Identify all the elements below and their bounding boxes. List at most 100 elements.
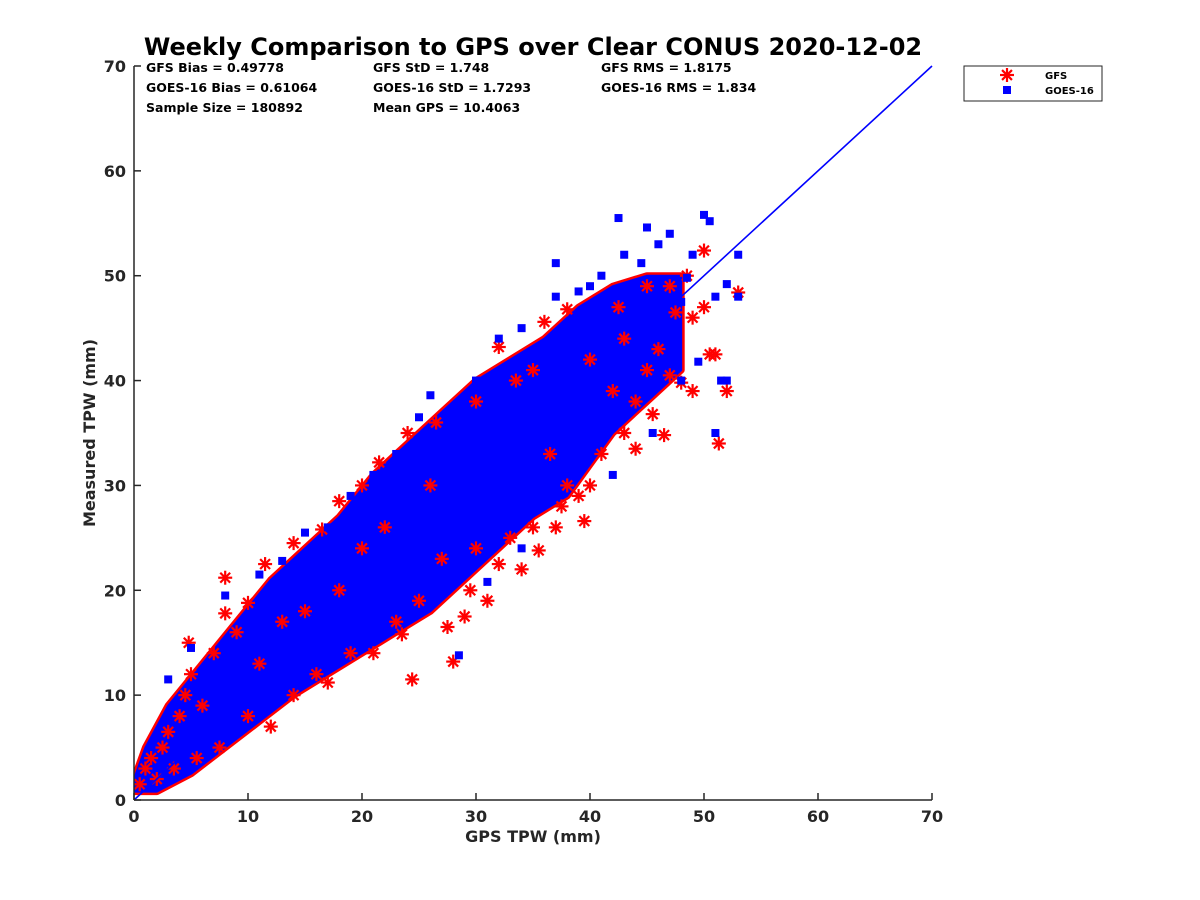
goes-16-point: [694, 357, 703, 366]
goes-16-point: [164, 675, 173, 684]
gfs-point: [719, 384, 734, 399]
goes-16-point: [717, 376, 726, 385]
x-tick-label: 0: [128, 807, 139, 826]
stat-gfs-std: GFS StD = 1.748: [373, 60, 489, 75]
y-tick-label: 20: [104, 581, 126, 600]
y-tick-label: 50: [104, 267, 126, 286]
gfs-point: [389, 614, 404, 629]
y-tick-label: 30: [104, 476, 126, 495]
goes-16-point: [700, 210, 708, 219]
goes-16-point: [534, 381, 543, 390]
goes-16-point: [660, 355, 669, 364]
goes-16-point: [574, 287, 583, 296]
gfs-point: [155, 740, 170, 755]
gfs-point: [161, 724, 176, 739]
goes-16-point: [682, 273, 691, 282]
goes-16-point: [677, 297, 686, 306]
gfs-point: [400, 426, 415, 440]
goes-16-point: [517, 324, 526, 333]
gfs-point: [560, 478, 575, 493]
gfs-point: [617, 331, 632, 346]
goes-16-point: [625, 371, 634, 380]
goes-16-point: [449, 408, 458, 417]
gfs-point: [662, 368, 677, 383]
gfs-point: [645, 407, 660, 422]
goes-16-point: [705, 217, 714, 226]
stat-sample-size: Sample Size = 180892: [146, 100, 303, 115]
chart-title: Weekly Comparison to GPS over Clear CONU…: [144, 33, 922, 61]
goes-16-point: [551, 259, 560, 268]
goes-16-point: [620, 250, 629, 259]
gfs-point: [320, 675, 335, 690]
gfs-point: [697, 300, 711, 315]
legend: GFS GOES-16: [963, 65, 1103, 102]
x-tick-label: 20: [351, 807, 373, 826]
goes-16-point: [711, 292, 720, 301]
goes-16-point: [608, 470, 617, 479]
gfs-point: [343, 646, 358, 661]
gfs-point: [372, 455, 387, 470]
gfs-point: [405, 672, 420, 687]
goes-16-point: [540, 355, 549, 364]
y-tick-label: 10: [104, 686, 126, 705]
goes-16-point: [734, 292, 743, 301]
goes-16-point: [671, 292, 680, 301]
gfs-point: [463, 583, 478, 598]
goes-16-point: [392, 449, 401, 458]
goes-16-point: [483, 429, 492, 437]
gfs-point: [252, 656, 267, 671]
gfs-point: [469, 541, 483, 556]
gfs-point: [286, 688, 301, 703]
gfs-point: [571, 488, 586, 503]
goes-16-point: [204, 670, 213, 679]
axis-ticks: 0 10 20 30 40 50 60 70 0 10 20 30 40 50 60 70: [104, 57, 943, 826]
goes-16-point: [654, 240, 663, 249]
gfs-point: [134, 777, 147, 792]
goes-16-point: [614, 214, 623, 223]
goes-16-point: [517, 544, 526, 553]
goes-16-point: [460, 429, 469, 437]
gfs-point: [434, 551, 449, 566]
goes-16-point: [221, 591, 230, 600]
gfs-point: [429, 415, 444, 430]
gfs-point: [662, 279, 677, 294]
stat-goes-rms: GOES-16 RMS = 1.834: [601, 80, 756, 95]
goes-16-point: [677, 376, 686, 385]
stat-goes-std: GOES-16 StD = 1.7293: [373, 80, 531, 95]
goes-16-point: [346, 491, 355, 500]
gfs-point: [195, 698, 210, 713]
x-axis-label: GPS TPW (mm): [465, 827, 601, 846]
gfs-point: [138, 761, 153, 776]
gfs-point: [189, 751, 204, 766]
stat-goes-bias: GOES-16 Bias = 0.61064: [146, 80, 317, 95]
gfs-point: [548, 520, 563, 535]
stat-gfs-rms: GFS RMS = 1.8175: [601, 60, 732, 75]
gfs-point: [298, 604, 312, 619]
gfs-point: [206, 646, 221, 661]
gfs-point: [491, 557, 506, 572]
gfs-point: [469, 394, 483, 409]
goes-16-point: [506, 397, 515, 406]
x-tick-label: 70: [921, 807, 943, 826]
gfs-point: [668, 305, 683, 320]
goes-16-point: [312, 586, 321, 595]
goes-16-point: [734, 250, 743, 259]
goes-16-point: [437, 449, 446, 458]
gfs-point: [583, 352, 597, 367]
goes-16-point: [711, 429, 720, 437]
goes-16-point: [551, 292, 560, 301]
gfs-point: [355, 478, 369, 493]
gfs-point: [605, 384, 620, 399]
gfs-point: [543, 446, 558, 461]
goes-16-point: [722, 280, 731, 289]
x-tick-label: 60: [807, 807, 829, 826]
x-tick-label: 50: [693, 807, 715, 826]
gfs-point: [218, 570, 233, 585]
gfs-point: [491, 340, 506, 355]
gfs-point: [212, 740, 227, 755]
series-gfs: [134, 243, 746, 792]
goes-16-point: [620, 292, 629, 301]
gfs-point: [355, 541, 369, 556]
x-tick-label: 10: [237, 807, 259, 826]
gfs-point: [657, 428, 672, 443]
